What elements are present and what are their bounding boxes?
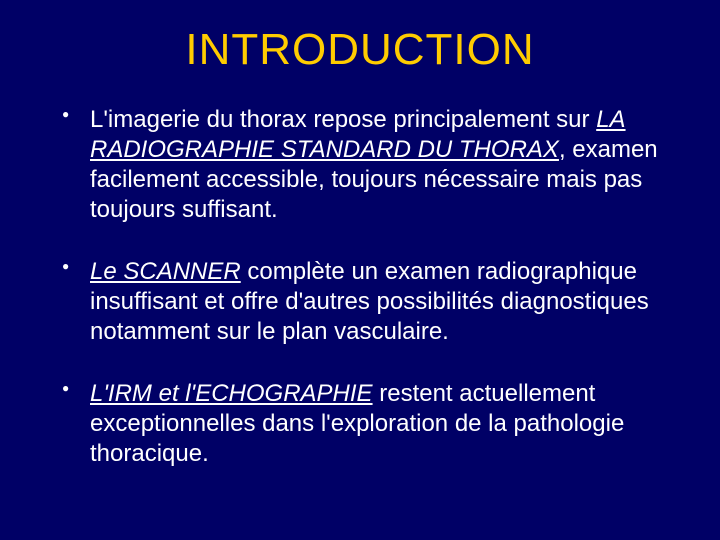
list-item: Le SCANNER complète un examen radiograph… bbox=[90, 257, 670, 347]
item-text-emph: Le SCANNER bbox=[90, 258, 241, 285]
item-text-pre: L'imagerie du thorax repose principaleme… bbox=[90, 106, 596, 133]
list-item: L'IRM et l'ECHOGRAPHIE restent actuellem… bbox=[90, 379, 670, 469]
item-text-emph: L'IRM et l'ECHOGRAPHIE bbox=[90, 380, 373, 407]
slide: INTRODUCTION L'imagerie du thorax repose… bbox=[0, 0, 720, 540]
slide-title: INTRODUCTION bbox=[40, 25, 680, 75]
list-item: L'imagerie du thorax repose principaleme… bbox=[90, 105, 670, 225]
bullet-list: L'imagerie du thorax repose principaleme… bbox=[40, 105, 680, 469]
